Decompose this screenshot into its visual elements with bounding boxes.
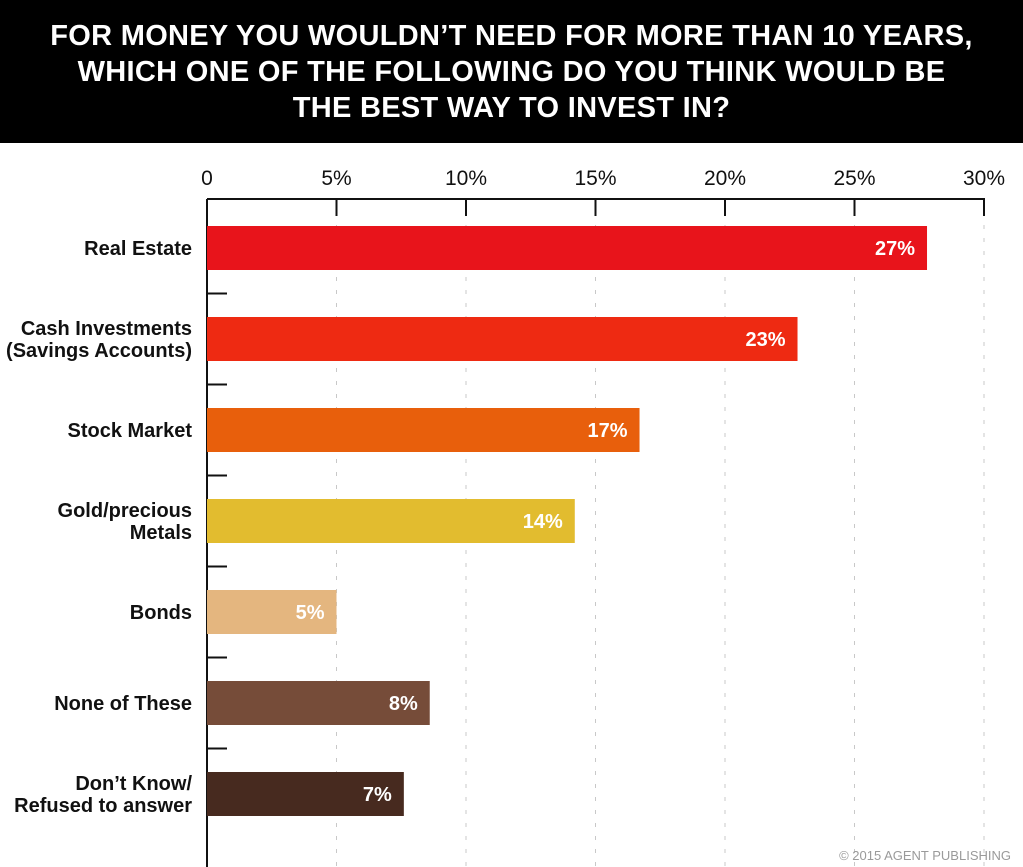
category-label: Cash Investments (Savings Accounts) [6,318,192,362]
bar-chart: 0 5% 10% 15% 20% 25% 30% 27% Real Estate 23% Cash … [6,167,1005,867]
x-tick-label: 0 [201,167,213,190]
x-tick-label: 15% [574,167,616,190]
category-label: Don’t Know/Refused to answer [14,773,192,817]
bar [207,590,337,634]
category-label: None of These [54,693,192,715]
data-label: 5% [296,602,325,624]
x-tick-label: 10% [445,167,487,190]
chart-title-line-1: FOR MONEY YOU WOULDN’T NEED FOR MORE THA… [50,19,973,52]
category-label: Real Estate [84,238,192,260]
category-label: Bonds [130,602,192,624]
copyright-notice: © 2015 AGENT PUBLISHING [839,848,1011,863]
data-label: 17% [587,420,627,442]
bar [207,317,798,361]
bar [207,772,404,816]
x-tick-label: 25% [833,167,875,190]
data-label: 7% [363,784,392,806]
bar [207,226,928,270]
chart-title-line-2: WHICH ONE OF THE FOLLOWING DO YOU THINK … [77,55,946,88]
data-label: 27% [875,238,915,260]
x-tick-label: 30% [963,167,1005,190]
x-tick-label: 5% [321,167,351,190]
data-label: 8% [389,693,418,715]
x-tick-label: 20% [704,167,746,190]
category-label: Gold/precious Metals [58,500,192,544]
category-label: Stock Market [68,420,193,442]
bar [207,408,640,452]
chart-title-line-3: THE BEST WAY TO INVEST IN? [292,91,731,124]
data-label: 14% [523,511,563,533]
bar [207,681,430,725]
data-label: 23% [745,329,785,351]
chart-title: FOR MONEY YOU WOULDN’T NEED FOR MORE THA… [0,0,1023,143]
bar [207,499,575,543]
